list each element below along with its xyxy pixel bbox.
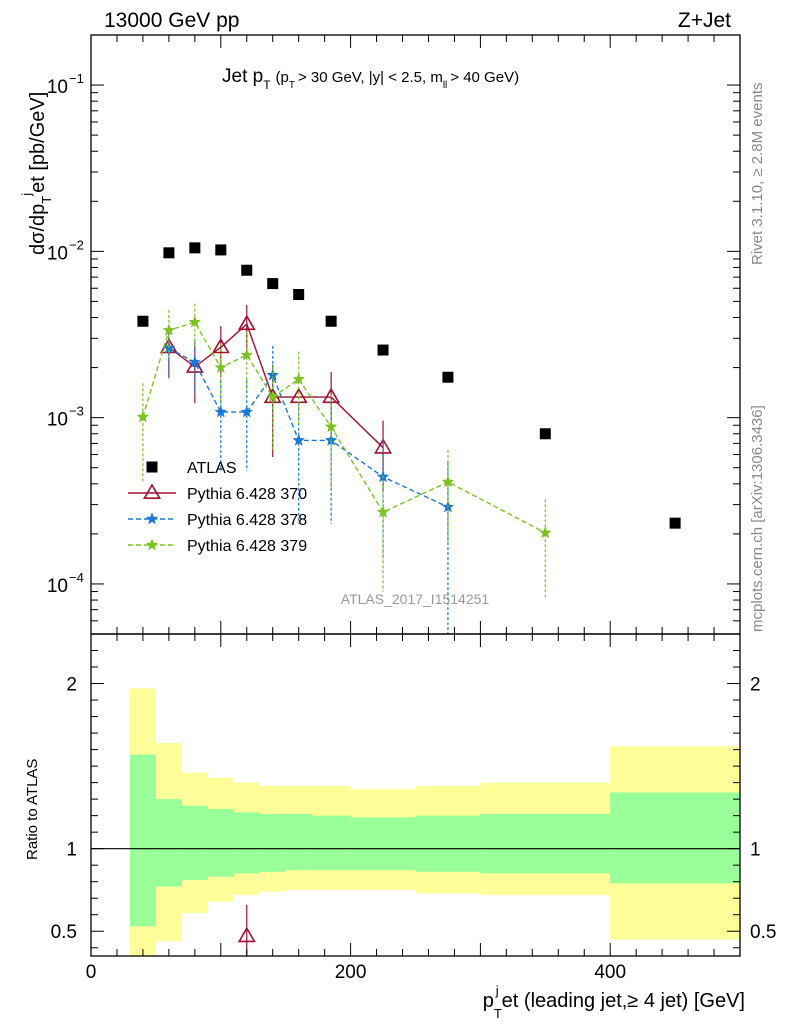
green-band bbox=[610, 792, 740, 884]
legend-entry: ATLAS bbox=[146, 460, 237, 477]
ratio-y-tick-label-right: 0.5 bbox=[750, 922, 776, 943]
green-band bbox=[259, 813, 286, 872]
series-line bbox=[168, 347, 449, 508]
green-band bbox=[415, 815, 481, 872]
data-point bbox=[539, 428, 551, 440]
data-point bbox=[215, 244, 227, 256]
ratio-y-tick-label: 2 bbox=[66, 675, 77, 696]
green-band bbox=[350, 817, 416, 871]
data-point bbox=[162, 323, 176, 336]
ratio-y-tick-label-right: 2 bbox=[750, 675, 761, 696]
data-point bbox=[214, 360, 228, 373]
ratio-plot-layer: 0.5 0.5 1 1 2 2 0 200 400 bbox=[51, 634, 776, 983]
data-point bbox=[293, 289, 305, 301]
main-plot-layer: 10−410−310−210−1 bbox=[47, 34, 741, 635]
data-point bbox=[266, 390, 280, 403]
mcplots-label: mcplots.cern.ch [arXiv:1306.3436] bbox=[749, 405, 766, 632]
data-point bbox=[211, 337, 230, 354]
data-point bbox=[189, 242, 201, 254]
y-tick-label: 10 bbox=[47, 410, 68, 431]
data-point bbox=[669, 517, 681, 529]
green-band bbox=[285, 813, 312, 871]
legend-label: ATLAS bbox=[187, 460, 237, 477]
main-y-axis-label: dσ/dpTjet [pb/GeV] bbox=[19, 92, 54, 255]
y-tick-label: 10 bbox=[47, 77, 68, 98]
data-point bbox=[241, 264, 253, 276]
legend-marker bbox=[146, 461, 158, 473]
x-tick-label: 400 bbox=[594, 962, 626, 983]
ratio-y-axis-label: Ratio to ATLAS bbox=[24, 759, 41, 860]
legend-label: Pythia 6.428 378 bbox=[187, 512, 307, 529]
green-band bbox=[480, 813, 611, 874]
rivet-label: Rivet 3.1.10, ≥ 2.8M events bbox=[749, 83, 766, 266]
green-band bbox=[181, 805, 208, 881]
legend: ATLAS Pythia 6.428 370 Pythia 6.428 378 Pyt… bbox=[128, 460, 307, 555]
series-atlas bbox=[137, 242, 681, 529]
ratio-point bbox=[237, 904, 256, 956]
green-band bbox=[155, 799, 182, 887]
main-title: Jet pT (pT > 30 GeV, |y| < 2.5, mll > 40 Ge… bbox=[222, 66, 519, 92]
data-point bbox=[292, 433, 306, 446]
data-point bbox=[163, 247, 175, 259]
y-tick-label-exponent: −1 bbox=[69, 71, 84, 86]
data-point bbox=[188, 355, 202, 368]
y-tick-label-exponent: −2 bbox=[69, 237, 84, 252]
y-tick-label-exponent: −4 bbox=[69, 570, 84, 585]
ratio-y-tick-label: 1 bbox=[66, 840, 77, 861]
header-left: 13000 GeV pp bbox=[104, 9, 239, 32]
data-point bbox=[136, 410, 150, 423]
data-point bbox=[325, 315, 337, 327]
x-tick-label: 200 bbox=[335, 962, 367, 983]
legend-marker bbox=[143, 483, 161, 500]
x-tick-label: 0 bbox=[86, 962, 97, 983]
series-pythia-6-428-379 bbox=[136, 303, 552, 598]
series-line bbox=[168, 322, 384, 449]
data-point bbox=[292, 372, 306, 385]
legend-marker bbox=[145, 538, 159, 551]
data-point bbox=[267, 278, 279, 290]
ratio-y-tick-label: 0.5 bbox=[51, 922, 77, 943]
ratio-panel: 0.5 0.5 1 1 2 2 0 200 400 Ratio to ATLAS pTj et (… bbox=[24, 633, 776, 1021]
y-tick-label: 10 bbox=[47, 576, 68, 597]
data-point bbox=[214, 405, 228, 418]
data-point bbox=[442, 371, 454, 383]
header-right: Z+Jet bbox=[678, 9, 731, 32]
data-point bbox=[377, 344, 389, 356]
ratio-marker bbox=[237, 926, 256, 943]
legend-label: Pythia 6.428 379 bbox=[187, 538, 307, 555]
data-point bbox=[188, 315, 202, 328]
ratio-y-tick-label-right: 1 bbox=[750, 840, 761, 861]
y-tick-label-exponent: −3 bbox=[69, 404, 84, 419]
series-pythia-6-428-378 bbox=[162, 326, 455, 634]
legend-entry: Pythia 6.428 370 bbox=[128, 483, 307, 503]
legend-label: Pythia 6.428 370 bbox=[187, 486, 307, 503]
data-point bbox=[137, 315, 149, 327]
data-point bbox=[289, 387, 308, 404]
watermark: ATLAS_2017_I1514251 bbox=[341, 591, 490, 607]
data-point bbox=[374, 438, 393, 454]
main-panel: 10−410−310−210−1 Jet pT (pT > 30 GeV, |y| … bbox=[19, 34, 741, 635]
legend-marker bbox=[145, 512, 159, 525]
y-tick-label: 10 bbox=[47, 243, 68, 264]
x-axis-label: pTj et (leading jet,≥ 4 jet) [GeV] bbox=[483, 983, 745, 1021]
data-point bbox=[240, 405, 254, 418]
legend-entry: Pythia 6.428 379 bbox=[128, 538, 307, 555]
green-band bbox=[207, 809, 234, 877]
data-point bbox=[538, 526, 552, 539]
data-point bbox=[240, 348, 254, 361]
data-point bbox=[376, 505, 390, 518]
data-point bbox=[324, 420, 338, 433]
legend-entry: Pythia 6.428 378 bbox=[128, 512, 307, 529]
green-band bbox=[233, 812, 260, 874]
data-point bbox=[441, 475, 455, 488]
green-band bbox=[129, 754, 156, 927]
green-band bbox=[311, 815, 351, 871]
data-point bbox=[237, 314, 256, 331]
ratio-frame bbox=[90, 633, 741, 957]
